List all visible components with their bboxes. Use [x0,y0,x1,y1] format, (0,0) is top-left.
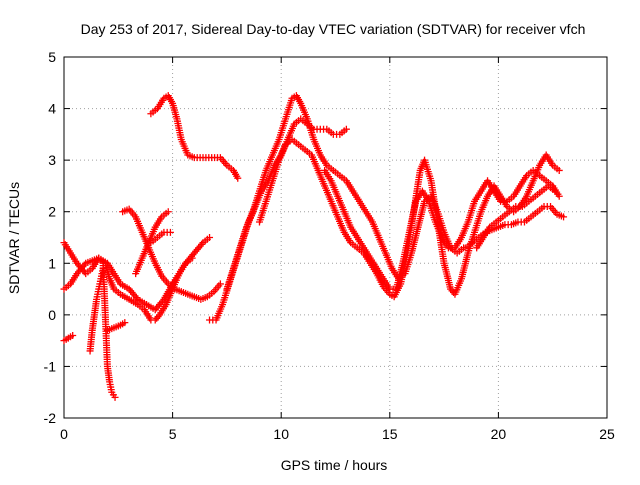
axes: 0 5 10 15 20 25 -2 -1 0 1 2 3 4 5 [44,49,615,442]
x-tick-label: 15 [382,426,398,442]
data-point [188,254,196,262]
y-tick-label: 1 [48,255,56,271]
y-tick-label: 4 [48,101,56,117]
data-point [164,208,172,216]
y-axis-label: SDTVAR / TECUs [6,182,22,294]
data-point [216,280,224,288]
data-point [121,319,129,327]
x-tick-label: 5 [169,426,177,442]
data-point [166,228,174,236]
x-tick-label: 20 [491,426,507,442]
y-tick-label: -2 [44,410,57,426]
x-tick-label: 10 [273,426,289,442]
data-point [342,125,350,133]
plot-frame [63,56,608,419]
y-tick-label: 3 [48,152,56,168]
y-tick-label: 0 [48,307,56,323]
data-point [234,174,242,182]
data-point [206,234,214,241]
data-point [555,192,563,200]
y-tick-label: -1 [44,358,57,374]
data-point [69,331,77,339]
data-point [555,166,563,174]
x-axis-label: GPS time / hours [281,457,388,473]
data-point [111,393,119,401]
y-tick-label: 2 [48,204,56,220]
data-point [560,213,568,221]
x-tick-label: 25 [599,426,615,442]
y-tick-label: 5 [48,49,56,65]
chart-title: Day 253 of 2017, Sidereal Day-to-day VTE… [81,21,586,37]
x-tick-label: 0 [60,426,68,442]
data-points [60,92,568,401]
data-point [551,187,559,195]
